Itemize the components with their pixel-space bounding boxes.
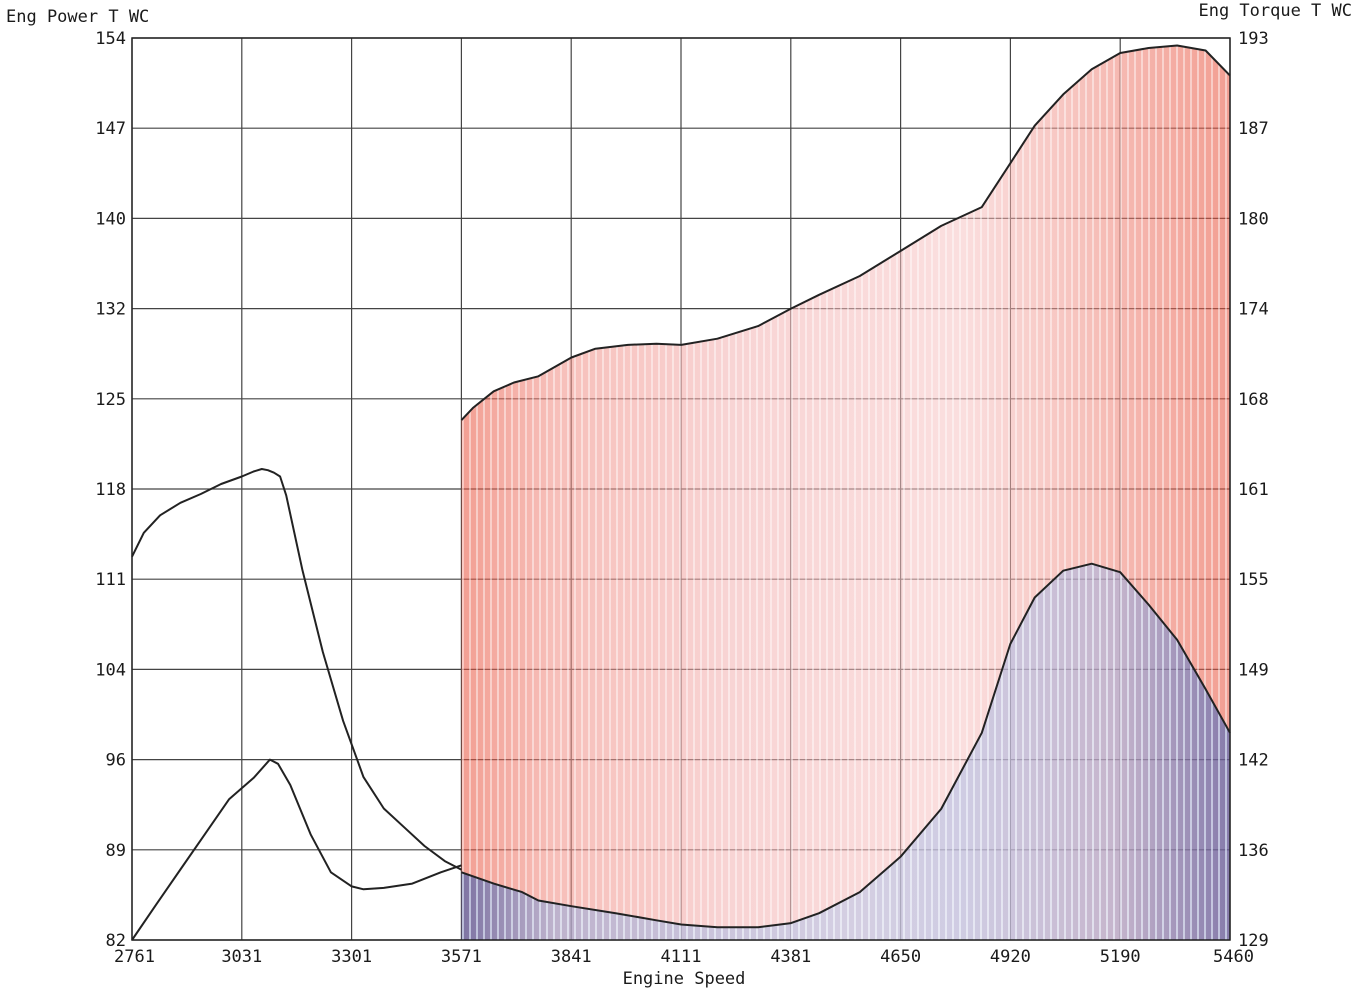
x-tick-label: 4650 — [880, 947, 921, 967]
y-right-tick-label: 142 — [1238, 751, 1269, 771]
x-tick-label: 4920 — [990, 947, 1031, 967]
y-left-tick-label: 82 — [106, 931, 126, 951]
plot-border — [131, 37, 1231, 941]
y-left-tick-label: 104 — [95, 660, 126, 680]
y-left-tick-label: 125 — [95, 390, 126, 410]
series-line-3 — [461, 562, 1231, 929]
series-line-1 — [131, 758, 462, 941]
y-right-axis-title: Eng Torque T WC — [1198, 1, 1352, 21]
plot-frame — [131, 37, 1231, 941]
y-right-tick-label: 129 — [1238, 931, 1269, 951]
y-right-tick-label: 155 — [1238, 570, 1269, 590]
series-line-0 — [131, 468, 462, 871]
x-tick-label: 3301 — [331, 947, 372, 967]
tick-labels: 82 89 96 104 111 118 125 132 140 147 154 129 136 142 1… — [95, 29, 1268, 967]
y-left-tick-label: 132 — [95, 300, 126, 320]
y-left-tick-label: 147 — [95, 119, 126, 139]
x-axis-title: Engine Speed — [623, 969, 746, 989]
y-right-tick-label: 187 — [1238, 119, 1269, 139]
series-line-2 — [460, 44, 1231, 421]
series-lines — [131, 44, 1231, 941]
y-left-axis-title: Eng Power T WC — [6, 7, 149, 27]
x-tick-label: 5460 — [1213, 947, 1254, 967]
x-tick-label: 5190 — [1100, 947, 1141, 967]
y-right-tick-label: 136 — [1238, 841, 1269, 861]
x-tick-label: 3841 — [551, 947, 592, 967]
x-tick-label: 3571 — [441, 947, 482, 967]
y-left-tick-label: 154 — [95, 29, 126, 49]
y-left-tick-label: 96 — [106, 751, 126, 771]
y-right-tick-label: 168 — [1238, 390, 1269, 410]
y-right-tick-label: 161 — [1238, 480, 1269, 500]
series-hatch-3 — [461, 563, 1230, 940]
y-left-tick-label: 111 — [95, 570, 126, 590]
y-right-tick-label: 149 — [1238, 660, 1269, 680]
x-tick-label: 4111 — [661, 947, 702, 967]
y-right-tick-label: 193 — [1238, 29, 1269, 49]
y-left-tick-label: 89 — [106, 841, 126, 861]
x-tick-label: 4381 — [770, 947, 811, 967]
y-right-tick-label: 174 — [1238, 300, 1269, 320]
x-tick-label: 3031 — [221, 947, 262, 967]
y-left-tick-label: 140 — [95, 209, 126, 229]
x-tick-label: 2761 — [114, 947, 155, 967]
series-fills — [461, 45, 1230, 940]
y-right-tick-label: 180 — [1238, 209, 1269, 229]
y-left-tick-label: 118 — [95, 480, 126, 500]
